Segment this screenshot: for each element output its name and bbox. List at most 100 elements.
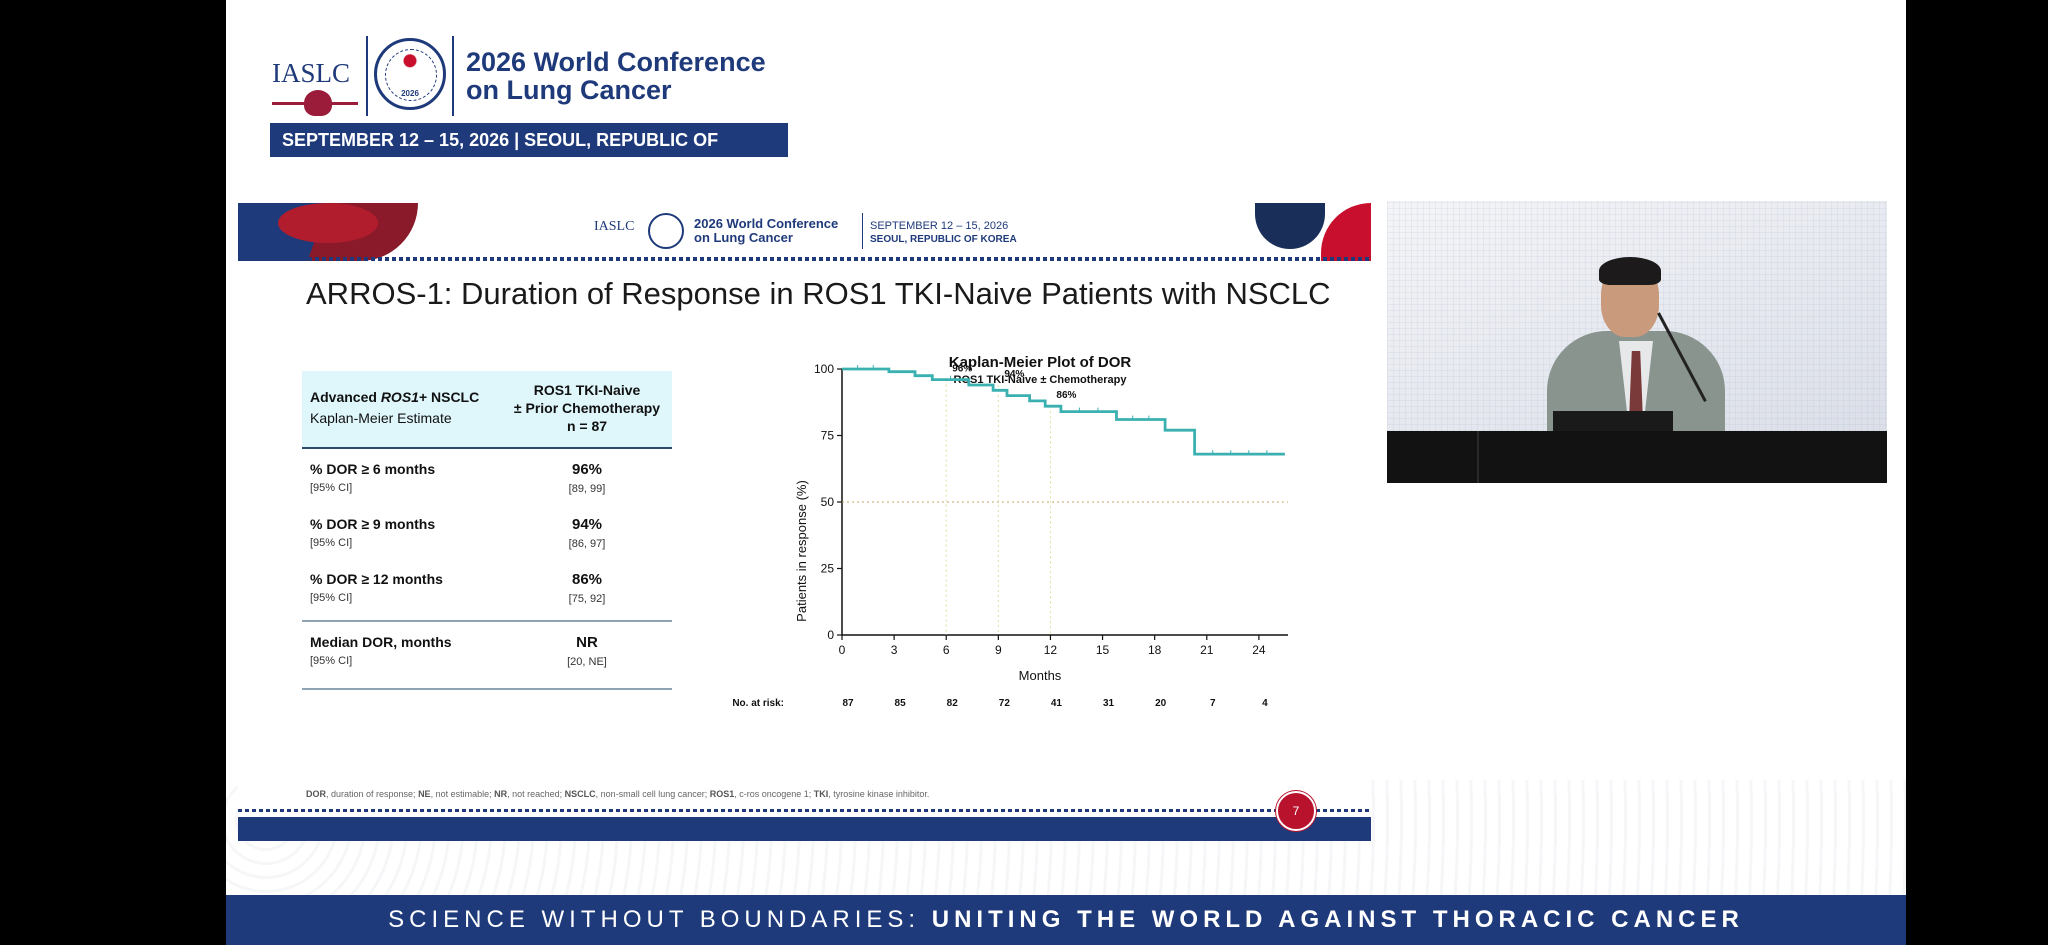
chart-subtitle: ROS1 TKI-Naive ± Chemotherapy	[954, 374, 1128, 386]
table-header-right: ROS1 TKI-Naive ± Prior Chemotherapy n = …	[502, 381, 672, 435]
row-value: 96%	[571, 461, 603, 478]
mini-iaslc-wordmark: IASLC	[594, 219, 635, 234]
annotation-label: 96%	[952, 364, 972, 375]
at-risk-count: 82	[947, 698, 959, 709]
header-right-line2: ± Prior Chemotherapy	[513, 400, 661, 416]
y-tick-label: 25	[821, 562, 835, 576]
y-tick-label: 100	[814, 362, 834, 376]
x-tick-label: 9	[995, 643, 1002, 657]
header-pre: Advanced	[310, 389, 381, 405]
row-ci-value: [89, 99]	[568, 483, 606, 495]
km-curve-series-0	[842, 367, 1285, 456]
row-label: % DOR ≥ 6 months	[310, 461, 436, 477]
row-label: Median DOR, months	[310, 634, 452, 650]
slide-corner-image-left	[278, 203, 378, 243]
row-ci-value: [86, 97]	[568, 538, 606, 550]
row-ci-label: [95% CI]	[310, 482, 353, 494]
header-divider	[452, 36, 454, 116]
at-risk-count: 85	[895, 698, 907, 709]
x-tick-label: 24	[1252, 643, 1266, 657]
lung-icon	[304, 90, 332, 116]
slide-footnote: DOR, duration of response; NE, not estim…	[306, 789, 929, 799]
table-header-left: Advanced ROS1+ NSCLC Kaplan-Meier Estima…	[310, 387, 479, 429]
slide-corner-image-right	[1255, 203, 1325, 249]
conference-header: IASLC 2026 2026 World Conference on Lung…	[270, 36, 790, 160]
header-italic: ROS1	[380, 389, 419, 405]
at-risk-count: 41	[1051, 698, 1063, 709]
speaker-tie	[1629, 351, 1643, 421]
speaker-hair	[1599, 257, 1661, 285]
y-tick-label: 75	[821, 429, 835, 443]
x-tick-label: 6	[943, 643, 950, 657]
banner-light: SCIENCE WITHOUT BOUNDARIES:	[388, 906, 932, 933]
at-risk-count: 31	[1103, 698, 1115, 709]
presentation-stage: IASLC 2026 2026 World Conference on Lung…	[226, 0, 1906, 945]
mini-title-line2: on Lung Cancer	[694, 230, 793, 245]
mini-conference-title: 2026 World Conference on Lung Cancer	[694, 217, 854, 245]
chart-x-axis-label: Months	[1019, 668, 1062, 683]
x-tick-label: 21	[1200, 643, 1214, 657]
at-risk-label: No. at risk:	[732, 698, 784, 709]
slide-mini-header: IASLC 2026 World Conference on Lung Canc…	[594, 211, 1034, 253]
x-tick-label: 3	[891, 643, 898, 657]
chart-y-axis-label: Patients in response (%)	[794, 480, 809, 622]
footnote-term: NR	[494, 789, 508, 799]
at-risk-count: 4	[1262, 698, 1268, 709]
mini-title-line1: 2026 World Conference	[694, 216, 839, 231]
km-chart: Kaplan-Meier Plot of DOR ROS1 TKI-Naive …	[732, 354, 1288, 709]
row-label: % DOR ≥ 9 months	[310, 516, 436, 532]
row-value: NR	[576, 634, 598, 651]
footnote-term: NE	[418, 789, 431, 799]
podium-seam	[1477, 431, 1479, 483]
row-ci-label: [95% CI]	[310, 537, 353, 549]
footnote-term: DOR	[306, 789, 326, 799]
page-number-badge: 7	[1276, 791, 1316, 831]
footnote-definition: , c-ros oncogene 1;	[734, 789, 814, 799]
mini-location-text: SEOUL, REPUBLIC OF KOREA	[870, 234, 1017, 245]
annotation-label: 94%	[1004, 369, 1024, 380]
mini-divider	[862, 213, 863, 249]
chart-title: Kaplan-Meier Plot of DOR	[949, 354, 1132, 371]
row-value: 86%	[571, 571, 603, 588]
seal-year: 2026	[401, 89, 419, 98]
iaslc-logo: IASLC	[270, 46, 360, 116]
row-ci-value: [20, NE]	[567, 656, 607, 668]
slide-bottom-bar	[238, 817, 1371, 841]
podium	[1387, 431, 1887, 483]
table-row: % DOR ≥ 6 months [95% CI] 96% [89, 99]	[302, 449, 672, 504]
mini-seal-icon	[648, 213, 684, 249]
conference-seal-icon: 2026	[374, 38, 446, 110]
at-risk-count: 7	[1210, 698, 1216, 709]
x-tick-label: 18	[1148, 643, 1162, 657]
x-tick-label: 15	[1096, 643, 1110, 657]
slide-dotted-rule	[238, 257, 1371, 261]
table-row: % DOR ≥ 12 months [95% CI] 86% [75, 92]	[302, 559, 672, 614]
header-right-line3: n = 87	[566, 418, 608, 434]
slide-dotted-rule-bottom	[238, 809, 1371, 812]
y-tick-label: 50	[821, 495, 835, 509]
laptop-icon	[1553, 411, 1673, 433]
footnote-definition: , duration of response;	[326, 789, 419, 799]
row-ci-label: [95% CI]	[310, 655, 353, 667]
bottom-banner: SCIENCE WITHOUT BOUNDARIES: UNITING THE …	[226, 895, 1906, 945]
table-row: % DOR ≥ 9 months [95% CI] 94% [86, 97]	[302, 504, 672, 559]
mini-date: SEPTEMBER 12 – 15, 2026 SEOUL, REPUBLIC …	[870, 220, 1040, 246]
table-header-subtitle: Kaplan-Meier Estimate	[310, 410, 452, 426]
conference-title-line2: on Lung Cancer	[466, 75, 672, 105]
at-risk-count: 72	[999, 698, 1011, 709]
x-tick-label: 12	[1044, 643, 1058, 657]
footnote-definition: , tyrosine kinase inhibitor.	[828, 789, 930, 799]
seal-ring	[385, 49, 437, 101]
header-post: + NSCLC	[418, 389, 480, 405]
table-header-population: Advanced ROS1+ NSCLC	[310, 387, 479, 408]
row-label: % DOR ≥ 12 months	[310, 571, 443, 587]
dor-table: Advanced ROS1+ NSCLC Kaplan-Meier Estima…	[302, 371, 672, 690]
slide: IASLC 2026 World Conference on Lung Canc…	[238, 203, 1371, 841]
banner-strong: UNITING THE WORLD AGAINST THORACIC CANCE…	[931, 906, 1744, 933]
row-ci-label: [95% CI]	[310, 592, 353, 604]
x-tick-label: 0	[839, 643, 846, 657]
iaslc-wordmark: IASLC	[272, 58, 351, 88]
conference-title: 2026 World Conference on Lung Cancer	[466, 48, 796, 104]
header-right-line1: ROS1 TKI-Naive	[533, 382, 641, 398]
annotation-label: 86%	[1056, 390, 1076, 401]
